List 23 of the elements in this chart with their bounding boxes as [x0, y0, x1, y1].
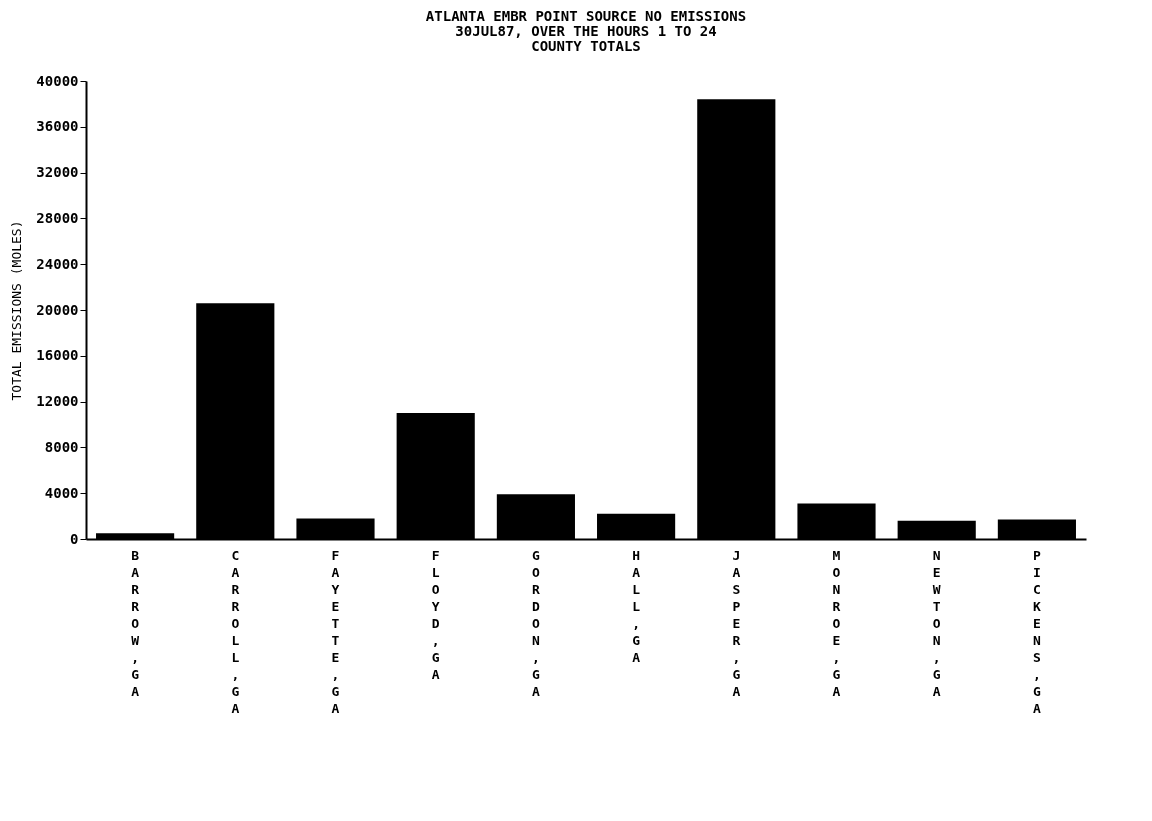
y-tick-label: 28000 — [36, 209, 79, 226]
category-label: PICKENS, GA — [1032, 547, 1041, 716]
category-label: NEWTON, GA — [932, 547, 941, 699]
y-tick-label: 24000 — [36, 255, 79, 272]
y-axis-title: TOTAL EMISSIONS (MOLES) — [9, 220, 25, 401]
x-tick-label: FLOYD, GA — [431, 547, 440, 682]
y-tick-label: 4000 — [44, 484, 79, 501]
category-label: BARROW, GA — [131, 547, 140, 699]
category-label: GORDON, GA — [531, 547, 540, 699]
category-label: JASPER, GA — [732, 547, 741, 699]
y-tick-label: 16000 — [36, 347, 79, 364]
y-tick-label: 32000 — [36, 164, 79, 181]
y-tick-label: 0 — [70, 530, 79, 547]
chart-title: ATLANTA EMBR POINT SOURCE NO EMISSIONS 30JUL87, OVER THE HOURS 1 TO 24 COUNTY TOTALS — [425, 8, 747, 54]
y-tick-label: 8000 — [44, 438, 79, 455]
y-tick-label: 12000 — [36, 393, 79, 410]
category-label: MONROE, GA — [832, 547, 841, 699]
category-label: FAYETTE, GA — [331, 547, 340, 716]
y-tick-label: 36000 — [36, 118, 79, 135]
y-tick-label: 20000 — [36, 301, 79, 318]
x-tick-label: HALL, GA — [632, 547, 641, 665]
category-label: CARROLL, GA — [231, 547, 240, 716]
y-tick-label: 40000 — [36, 72, 79, 89]
